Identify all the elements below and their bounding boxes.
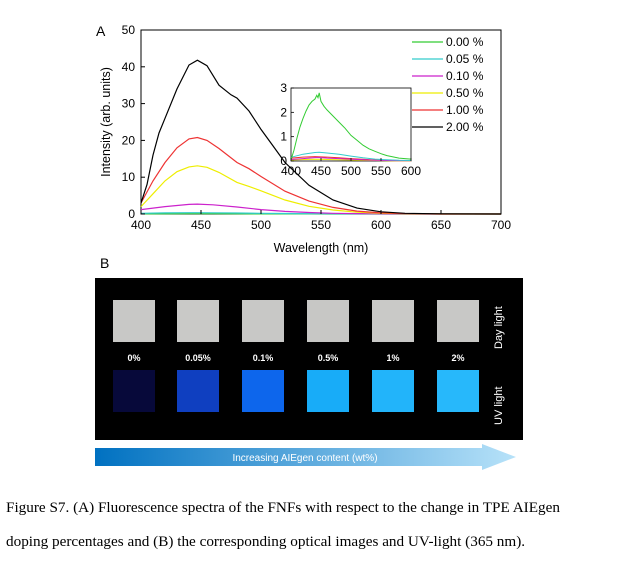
inset-y-tick-label: 1 [280,130,287,144]
percent-label: 0.1% [252,353,274,363]
x-axis-label: Wavelength (nm) [274,241,369,255]
inset-x-tick-label: 450 [311,164,331,178]
uv-sample [113,370,155,412]
x-tick-label: 450 [191,218,211,232]
daylight-sample [372,300,414,342]
legend-label: 0.50 % [446,86,484,100]
panel-label-a: A [96,23,106,39]
legend-label: 1.00 % [446,103,484,117]
inset-x-tick-label: 500 [341,164,361,178]
x-tick-label: 650 [431,218,451,232]
daylight-sample [113,300,155,342]
x-tick-label: 550 [311,218,331,232]
inset-series-line [290,157,411,162]
day-light-label: Day light [493,306,505,349]
uv-light-label: UV light [493,386,505,425]
caption-line-1: Figure S7. (A) Fluorescence spectra of t… [6,499,560,516]
percent-label: 0.5% [317,353,339,363]
inset-y-tick-label: 0 [280,154,287,168]
inset-y-tick-label: 3 [280,81,287,95]
inset-series-line [290,92,412,160]
increasing-content-arrow: Increasing AIEgen content (wt%) [95,444,516,470]
y-tick-label: 0 [128,207,135,221]
percent-label: 0% [127,353,141,363]
arrow-label: Increasing AIEgen content (wt%) [232,453,377,464]
x-tick-label: 700 [491,218,511,232]
panel-label-b: B [100,255,109,271]
uv-sample [242,370,284,412]
y-tick-label: 20 [122,133,136,147]
inset-y-tick-label: 2 [280,105,287,119]
series-line [140,59,502,215]
y-tick-label: 10 [122,170,136,184]
x-tick-label: 400 [131,218,151,232]
inset-x-tick-label: 550 [371,164,391,178]
legend-label: 0.05 % [446,52,484,66]
percent-label: 2% [451,353,465,363]
caption-line-2: doping percentages and (B) the correspon… [6,533,526,550]
daylight-sample [242,300,284,342]
daylight-sample [307,300,349,342]
uv-sample [307,370,349,412]
percent-label: 1% [386,353,400,363]
arrow-shape [95,444,516,470]
y-axis-label: Intensity (arb. units) [99,67,113,177]
inset-x-tick-label: 600 [401,164,421,178]
x-tick-label: 500 [251,218,271,232]
inset-frame [290,87,412,162]
y-tick-label: 50 [122,23,136,37]
daylight-sample [177,300,219,342]
uv-sample [372,370,414,412]
optical-images-panel: 0% 0.05% 0.1% 0.5% 1% 2% Day light UV light [95,278,523,440]
inset-x-tick-label: 400 [281,164,301,178]
uv-sample [177,370,219,412]
uv-sample [437,370,479,412]
y-tick-label: 30 [122,97,136,111]
figure-caption: Figure S7. (A) Fluorescence spectra of t… [6,491,616,559]
percent-label: 0.05% [185,353,211,363]
x-tick-label: 600 [371,218,391,232]
legend-label: 0.00 % [446,35,484,49]
legend-label: 0.10 % [446,69,484,83]
y-tick-label: 40 [122,60,136,74]
legend: 0.00 % 0.05 % 0.10 % 0.50 % 1.00 % 2.00 % [412,35,484,134]
inset-series-line [290,151,412,161]
legend-label: 2.00 % [446,120,484,134]
daylight-sample [437,300,479,342]
